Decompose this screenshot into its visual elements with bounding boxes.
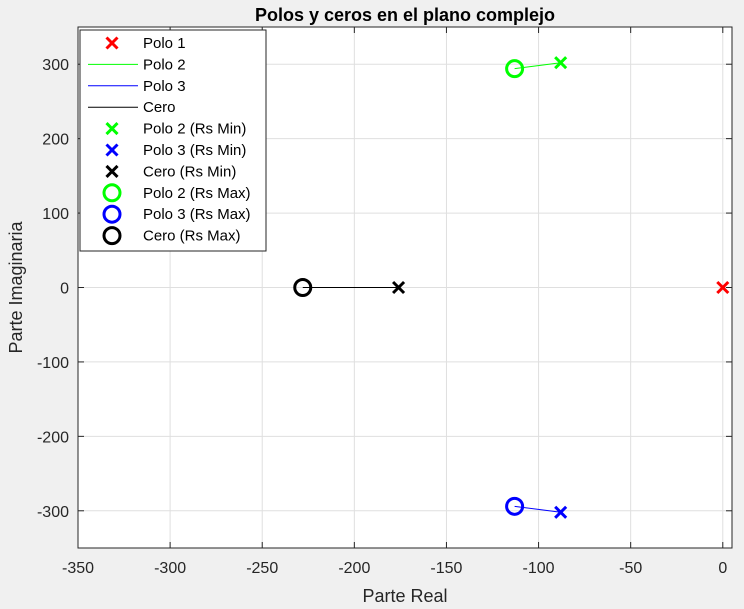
- legend-entry-polo-2-rs-min: Polo 2 (Rs Min): [143, 121, 246, 138]
- y-tick-label: 300: [42, 57, 69, 74]
- data-point-cero-rs-min: [391, 280, 406, 295]
- y-tick-label: -100: [37, 355, 69, 372]
- legend-entry-polo-3-rs-max: Polo 3 (Rs Max): [143, 206, 251, 223]
- x-axis-label: Parte Real: [362, 586, 447, 606]
- x-tick-label: -150: [430, 560, 462, 577]
- legend-swatch: [105, 122, 119, 136]
- legend-box: [79, 29, 267, 252]
- y-tick-label: -300: [37, 504, 69, 521]
- y-tick-label: 100: [42, 206, 69, 223]
- legend-entry-cero: Cero: [143, 99, 176, 116]
- legend-swatch: [102, 204, 122, 224]
- legend: Polo 1 Polo 2 Polo 3 Cero Polo 2 (Rs Min) Pol…: [79, 29, 267, 252]
- ticks: -350 -300 -250 -200 -150 -100 -50 0 -300 -200 -100…: [37, 27, 732, 577]
- y-tick-label: 200: [42, 132, 69, 149]
- x-tick-label: -300: [154, 560, 186, 577]
- x-tick-label: -250: [246, 560, 278, 577]
- x-tick-label: 0: [718, 560, 727, 577]
- x-tick-label: -200: [338, 560, 370, 577]
- legend-entry-polo-1: Polo 1: [143, 35, 186, 52]
- legend-swatch: [105, 36, 119, 50]
- data-point-polo-2-rs-min: [554, 56, 568, 70]
- legend-swatch: [105, 143, 119, 157]
- y-axis-label: Parte Imaginaria: [6, 220, 26, 353]
- legend-entry-polo-3-rs-min: Polo 3 (Rs Min): [143, 142, 246, 159]
- data-layer: [293, 56, 730, 519]
- legend-entry-polo-2: Polo 2: [143, 56, 186, 73]
- legend-swatch: [105, 164, 119, 178]
- data-point-polo-3-rs-min: [554, 505, 568, 519]
- x-tick-label: -50: [619, 560, 642, 577]
- data-point-polo-1: [716, 280, 730, 295]
- legend-swatch: [102, 226, 122, 246]
- x-tick-label: -100: [523, 560, 555, 577]
- legend-entry-polo-3: Polo 3: [143, 78, 186, 95]
- x-tick-label: -350: [62, 560, 94, 577]
- legend-entry-polo-2-rs-max: Polo 2 (Rs Max): [143, 185, 251, 202]
- data-point-polo-3-rs-max: [505, 496, 525, 516]
- y-tick-label: 0: [60, 281, 69, 298]
- legend-entry-cero-rs-max: Cero (Rs Max): [143, 228, 241, 245]
- y-tick-label: -200: [37, 429, 69, 446]
- data-point-cero-rs-max: [293, 278, 313, 297]
- legend-entry-cero-rs-min: Cero (Rs Min): [143, 163, 236, 180]
- data-point-polo-2-rs-max: [505, 59, 525, 79]
- chart-title: Polos y ceros en el plano complejo: [255, 5, 555, 25]
- legend-swatch: [102, 183, 122, 203]
